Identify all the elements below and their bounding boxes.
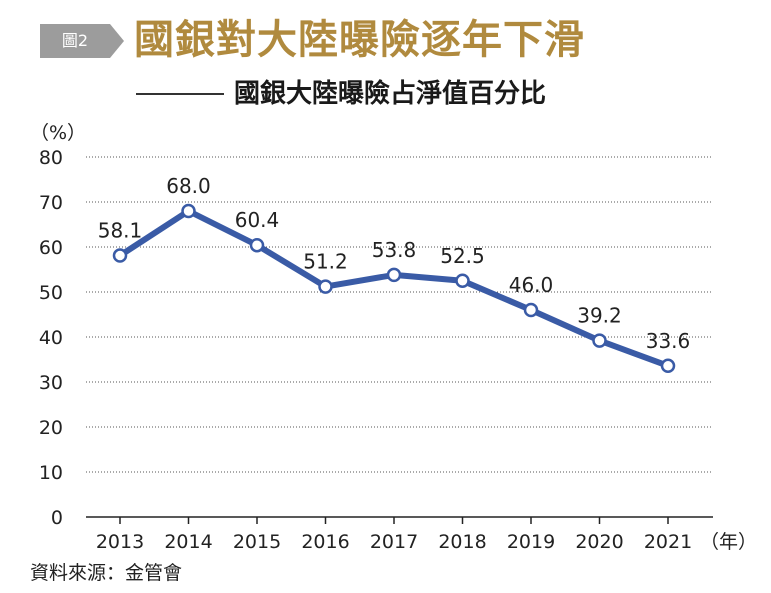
data-label: 39.2 [577,304,622,328]
x-tick-label: 2013 [96,531,144,553]
data-label: 60.4 [235,208,280,232]
data-label: 53.8 [372,238,417,262]
data-label: 68.0 [166,174,211,198]
x-axis-unit: （年） [700,531,758,553]
chart-subtitle: 國銀大陸曝險占淨值百分比 [234,79,547,109]
data-label: 52.5 [440,244,485,268]
data-point [386,267,402,283]
data-label: 33.6 [646,329,691,353]
y-tick-label: 80 [39,147,63,169]
data-label: 58.1 [98,219,143,243]
data-point [455,273,470,288]
badge-box [40,24,110,58]
chart-title: 國銀對大陸曝險逐年下滑 [134,16,585,63]
source-note: 資料來源：金管會 [30,562,183,584]
data-point [318,279,333,294]
data-label: 51.2 [303,250,348,274]
x-tick-label: 2014 [164,531,212,553]
data-point [660,358,676,374]
data-point [112,248,128,263]
x-tick-label: 2017 [370,531,418,553]
x-tick-label: 2021 [644,531,692,553]
data-label: 46.0 [509,273,554,297]
y-tick-label: 20 [39,417,63,439]
x-tick-label: 2015 [233,531,281,553]
x-tick-label: 2019 [507,531,555,553]
x-tick-label: 2016 [301,531,349,553]
badge-arrow [110,24,124,58]
data-point [523,302,539,318]
y-tick-label: 30 [39,372,63,394]
y-axis-unit: （%） [30,122,87,144]
x-tick-label: 2020 [575,531,623,553]
subtitle-rule [136,93,224,95]
y-tick-label: 60 [39,237,63,259]
x-tick-label: 2018 [438,531,486,553]
data-point [592,333,607,348]
y-tick-label: 50 [39,282,63,304]
y-tick-label: 10 [39,462,63,484]
y-tick-label: 0 [51,507,63,529]
badge-label: 圖2 [61,31,89,50]
data-point [249,237,265,253]
y-tick-label: 70 [39,192,63,214]
data-point [181,203,196,219]
figure-badge: 圖2 [40,24,124,58]
series-line [117,208,671,369]
y-tick-label: 40 [39,327,63,349]
